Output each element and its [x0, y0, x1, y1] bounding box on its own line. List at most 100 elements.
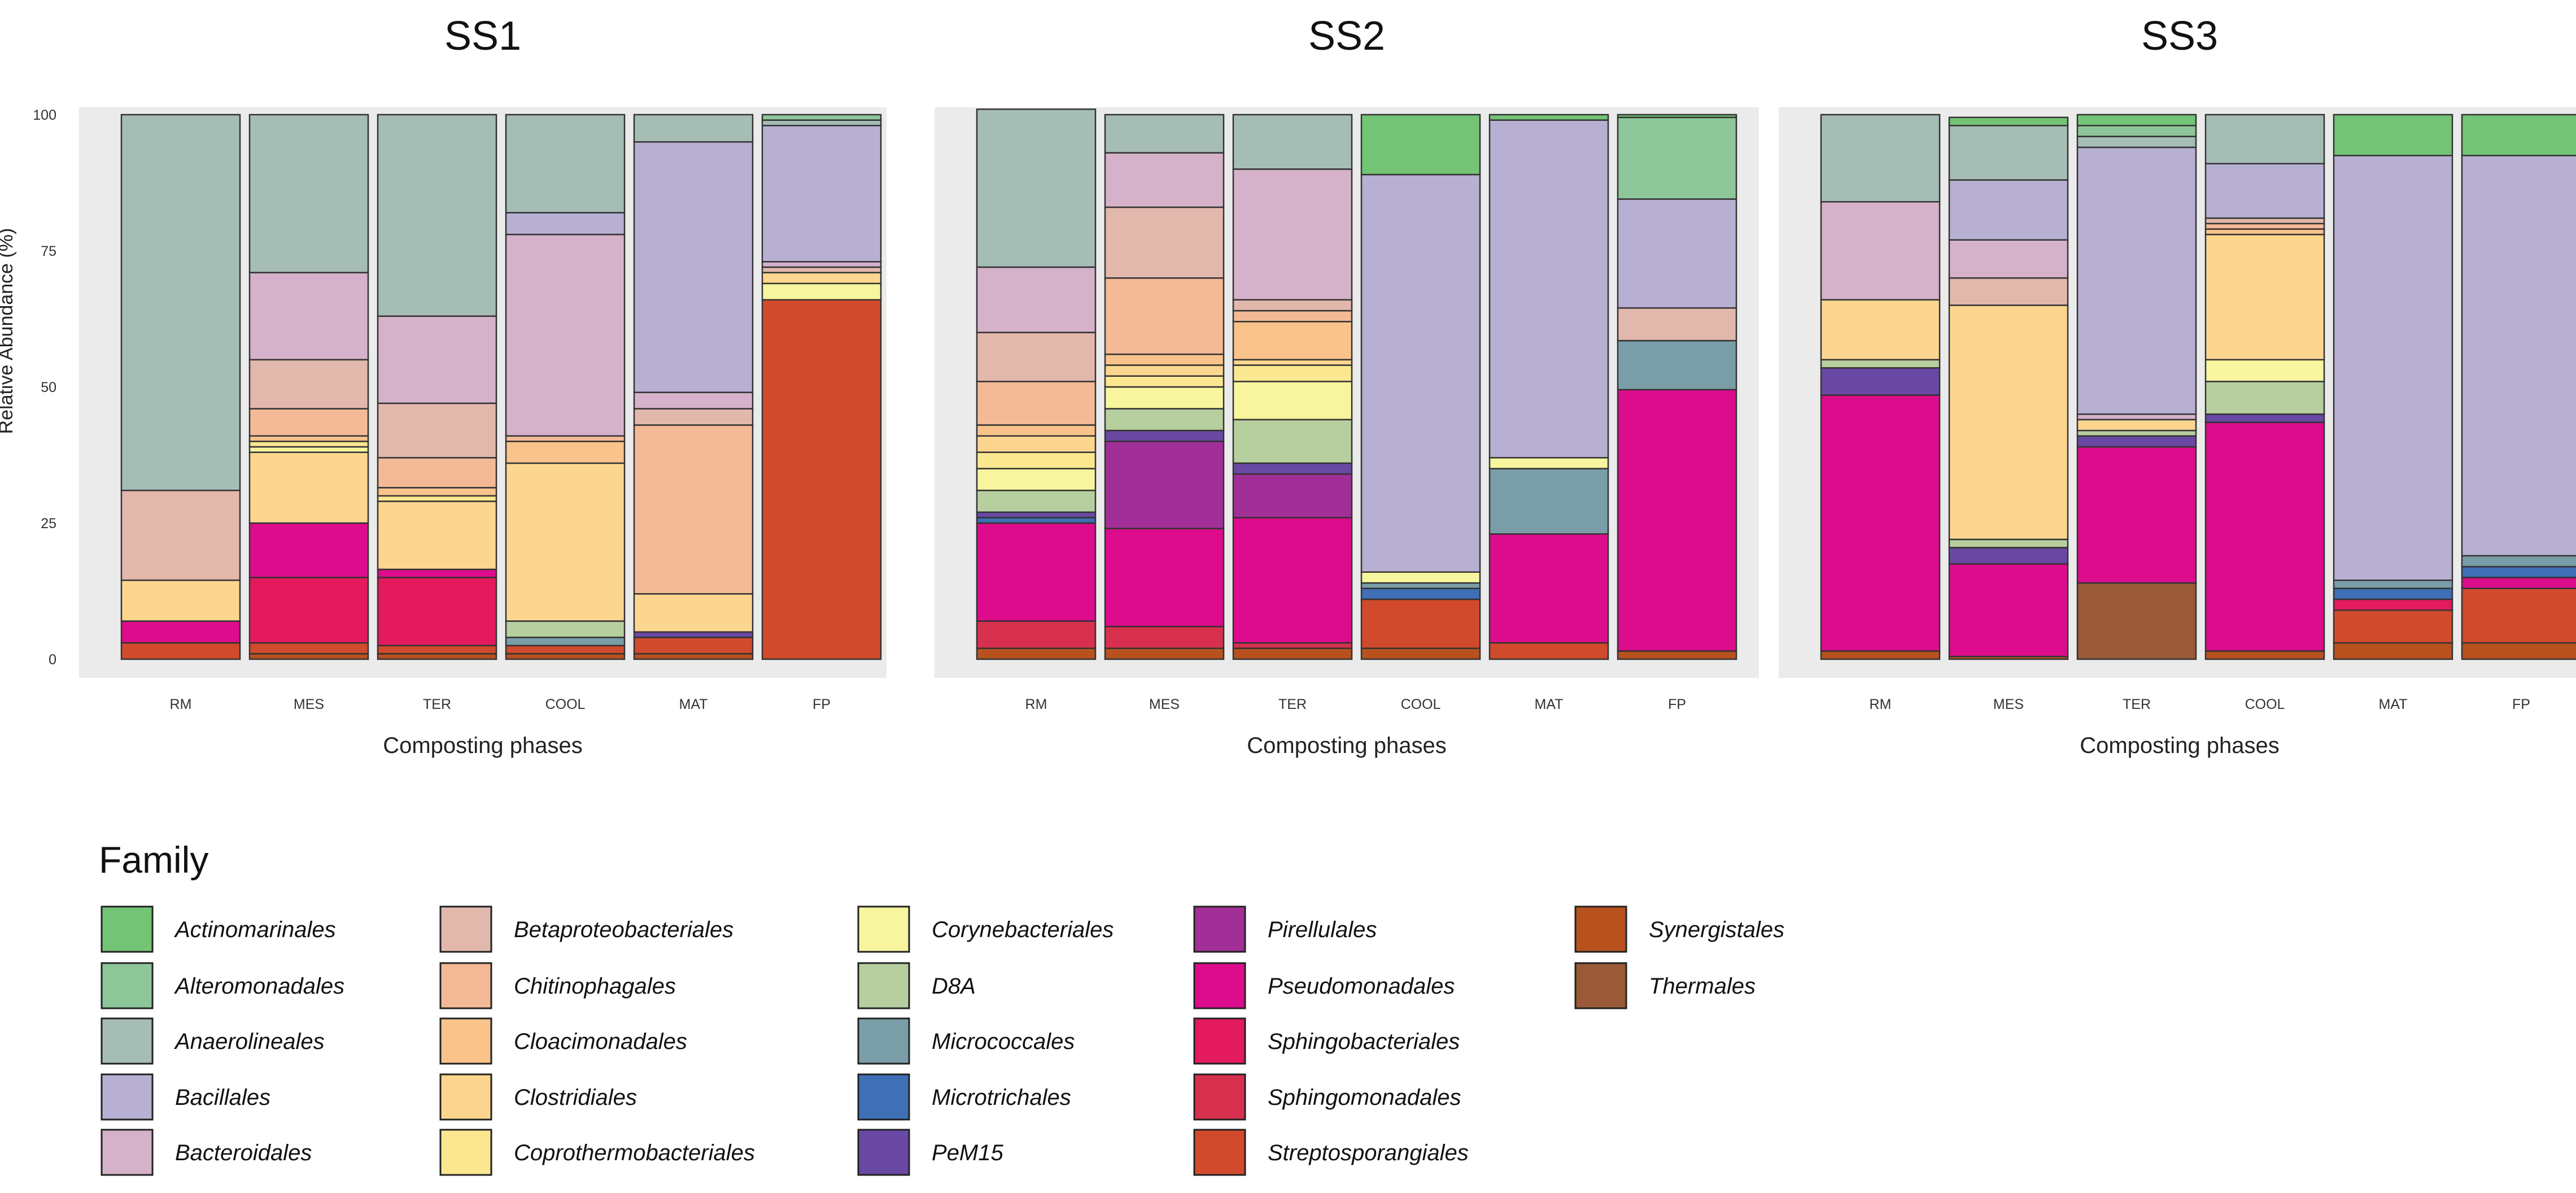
- bar-segment-pseudomonadales: [2076, 446, 2197, 584]
- bar-segment-d8a: [1820, 359, 1941, 369]
- legend-label: D8A: [932, 974, 976, 999]
- bar-ss1-fp: [761, 114, 882, 660]
- bar-segment-micrococcales: [1488, 468, 1609, 535]
- bar-segment-bacillales: [1488, 119, 1609, 459]
- bar-segment-coprothermobacteriales: [248, 441, 369, 448]
- bar-segment-anaerolineales: [2204, 114, 2325, 165]
- bar-segment-bacteroidales: [2076, 413, 2197, 421]
- bar-segment-sphingobacteriales: [2333, 598, 2453, 611]
- bar-segment-actinomarinales: [1617, 114, 1737, 119]
- bar-segment-pem15: [1820, 367, 1941, 396]
- bar-segment-chitinophagales: [2204, 223, 2325, 230]
- bar-segment-anaerolineales: [1948, 125, 2069, 181]
- bar-segment-bacillales: [2204, 163, 2325, 219]
- bar-segment-cloacimonadales: [1104, 353, 1225, 366]
- bar-segment-anaerolineales: [1104, 114, 1225, 154]
- bar-segment-bacteroidales: [761, 261, 882, 268]
- legend-swatch: [857, 1017, 910, 1065]
- bar-segment-bacillales: [505, 212, 626, 236]
- bar-segment-d8a: [1104, 408, 1225, 432]
- bar-segment-pseudomonadales: [1488, 533, 1609, 644]
- y-tick-label: 100: [33, 107, 56, 123]
- bar-segment-alteromonadales: [1617, 116, 1737, 200]
- bar-segment-clostridiales: [2076, 419, 2197, 432]
- bar-segment-clostridiales: [1104, 364, 1225, 377]
- bar-segment-pseudomonadales: [1232, 517, 1353, 644]
- legend-item-actinomarinales: Actinomarinales: [101, 905, 336, 953]
- bar-segment-bacillales: [1617, 198, 1737, 309]
- legend-item-anaerolineales: Anaerolineales: [101, 1017, 325, 1065]
- legend-items: Actinomarinales Alteromonadales Anaeroline…: [101, 905, 1784, 1176]
- bar-segment-betaproteobacteriales: [1617, 307, 1737, 342]
- legend-swatch: [1193, 962, 1246, 1009]
- legend-label: Pirellulales: [1268, 917, 1377, 942]
- bar-segment-bacteroidales: [505, 233, 626, 437]
- bar-segment-chitinophagales: [248, 408, 369, 437]
- bar-segment-micrococcales: [1617, 339, 1737, 391]
- bar-segment-synergistales: [248, 653, 369, 660]
- bar-ss1-cool: [505, 114, 626, 660]
- bar-segment-microtrichales: [1360, 587, 1481, 600]
- bar-segment-corynebacteriales: [1232, 381, 1353, 421]
- bar-segment-corynebacteriales: [248, 446, 369, 453]
- bar-segment-clostridiales: [505, 462, 626, 622]
- bar-segment-synergistales: [2333, 642, 2453, 660]
- bar-segment-sphingobacteriales: [248, 577, 369, 644]
- bar-ss1-ter: [377, 114, 497, 660]
- bar-segment-pem15: [1104, 429, 1225, 442]
- bar-segment-betaproteobacteriales: [248, 359, 369, 410]
- y-axis-label: Relative Abundance (%): [0, 228, 17, 434]
- legend: Family Actinomarinales Alteromonadales Ana…: [99, 839, 1784, 1176]
- bar-segment-betaproteobacteriales: [761, 266, 882, 273]
- bar-segment-corynebacteriales: [976, 468, 1097, 491]
- x-tick-label: MES: [1149, 696, 1180, 712]
- legend-label: Micrococcales: [932, 1029, 1075, 1054]
- bar-ss3-mat: [2333, 114, 2453, 660]
- bar-segment-clostridiales: [1232, 359, 1353, 366]
- legend-title: Family: [99, 839, 208, 881]
- bar-segment-bacteroidales: [1104, 152, 1225, 208]
- legend-item-corynebacteriales: Corynebacteriales: [857, 905, 1114, 953]
- bar-segment-actinomarinales: [1360, 114, 1481, 176]
- bar-segment-pem15: [1232, 462, 1353, 475]
- bar-segment-alteromonadales: [2076, 125, 2197, 137]
- legend-item-sphingobacteriales: Sphingobacteriales: [1193, 1017, 1460, 1065]
- bar-segment-pem15: [976, 511, 1097, 519]
- legend-item-betaproteobacteriales: Betaproteobacteriales: [439, 905, 733, 953]
- bar-segment-clostridiales: [761, 272, 882, 285]
- bar-segment-sphingobacteriales: [377, 577, 497, 647]
- legend-item-pem15: PeM15: [857, 1129, 1003, 1176]
- bar-segment-anaerolineales: [761, 119, 882, 127]
- bar-segment-clostridiales: [2204, 233, 2325, 361]
- legend-label: Sphingobacteriales: [1268, 1029, 1460, 1054]
- bar-segment-betaproteobacteriales: [1232, 299, 1353, 312]
- bar-segment-betaproteobacteriales: [633, 408, 754, 426]
- legend-label: Streptosporangiales: [1268, 1140, 1469, 1165]
- x-tick-label: RM: [170, 696, 192, 712]
- bar-segment-sphingomonadales: [1104, 625, 1225, 649]
- bar-segment-clostridiales: [377, 500, 497, 571]
- legend-label: Corynebacteriales: [932, 917, 1114, 942]
- bar-segment-microtrichales: [2333, 587, 2453, 600]
- bar-ss3-mes: [1948, 116, 2069, 660]
- bar-segment-bacteroidales: [633, 391, 754, 410]
- y-tick-label: 75: [41, 243, 56, 259]
- legend-label: Chitinophagales: [514, 974, 676, 999]
- bar-segment-pirellulales: [1232, 473, 1353, 519]
- legend-swatch: [857, 962, 910, 1009]
- bar-segment-synergistales: [1360, 647, 1481, 660]
- panel-ss1: SS1 0 25 50 75 100 RM MES TER COOL MAT FP Composting…: [33, 14, 887, 758]
- bar-segment-cloacimonadales: [1232, 321, 1353, 361]
- panel-ss3: SS3 RM MES TER COOL MAT FP Composting phases: [1779, 14, 2576, 758]
- bar-segment-d8a: [2204, 381, 2325, 415]
- bar-segment-d8a: [2076, 429, 2197, 437]
- bar-segment-actinomarinales: [2461, 114, 2576, 156]
- bar-segment-d8a: [1232, 419, 1353, 464]
- legend-label: Alteromonadales: [174, 974, 344, 999]
- bar-segment-synergistales: [377, 653, 497, 660]
- bar-segment-anaerolineales: [377, 114, 497, 317]
- bar-ss2-cool: [1360, 114, 1481, 660]
- legend-item-microtrichales: Microtrichales: [857, 1073, 1071, 1121]
- bar-segment-pseudomonadales: [1820, 394, 1941, 652]
- legend-label: Sphingomonadales: [1268, 1085, 1461, 1110]
